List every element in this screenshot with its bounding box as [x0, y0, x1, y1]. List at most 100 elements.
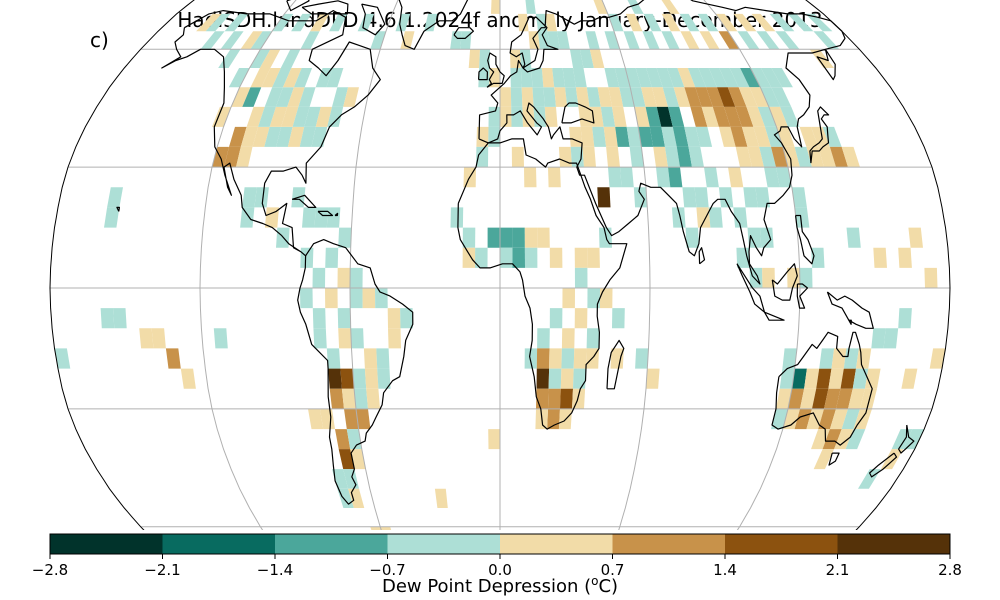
anomaly-cell: [760, 68, 783, 88]
anomaly-cell: [326, 68, 344, 88]
anomaly-cell: [310, 13, 330, 32]
anomaly-cell: [764, 167, 780, 188]
anomaly-cell: [811, 126, 830, 147]
anomaly-cell: [573, 348, 587, 369]
anomaly-cell: [746, 106, 765, 127]
longitude-gridline: [349, 0, 399, 530]
anomaly-cell: [54, 348, 71, 369]
anomaly-cell: [532, 87, 545, 107]
anomaly-cell: [329, 13, 348, 32]
anomaly-cell: [561, 348, 575, 369]
coastline: [809, 106, 830, 164]
anomaly-cell: [712, 106, 731, 127]
anomaly-cell: [924, 267, 938, 288]
anomaly-cell: [775, 31, 800, 50]
anomaly-cell: [338, 227, 352, 248]
anomaly-cell: [811, 247, 825, 268]
anomaly-cell: [300, 31, 320, 50]
anomaly-cell: [276, 126, 293, 147]
anomaly-cell: [104, 207, 120, 228]
anomaly-cells: [54, 0, 946, 530]
anomaly-cell: [259, 49, 281, 68]
anomaly-cell: [520, 68, 533, 88]
anomaly-cell: [749, 87, 769, 107]
anomaly-cell: [635, 68, 652, 88]
anomaly-cell: [771, 87, 792, 107]
anomaly-cell: [350, 267, 363, 288]
anomaly-cell: [558, 146, 572, 168]
anomaly-cell: [641, 87, 657, 107]
anomaly-cell: [272, 68, 292, 88]
anomaly-cell: [544, 106, 558, 127]
anomaly-cell: [724, 106, 742, 127]
anomaly-cell: [560, 368, 574, 389]
anomaly-cell: [587, 247, 600, 268]
anomaly-cell: [791, 187, 807, 208]
anomaly-cell: [350, 449, 366, 470]
anomaly-cell: [328, 368, 342, 389]
anomaly-cell: [856, 348, 872, 369]
coastline: [291, 194, 317, 208]
anomaly-cell: [804, 368, 820, 389]
anomaly-cell: [250, 31, 273, 50]
anomaly-cell: [929, 348, 946, 369]
coastline: [317, 210, 334, 217]
coastline: [116, 206, 120, 212]
anomaly-cell: [750, 68, 772, 88]
anomaly-cell: [688, 146, 704, 168]
anomaly-cell: [756, 31, 780, 50]
anomaly-cell: [698, 68, 717, 88]
anomaly-cell: [575, 87, 590, 107]
anomaly-cell: [308, 408, 324, 430]
anomaly-cell: [901, 368, 918, 389]
anomaly-cell: [475, 247, 488, 268]
anomaly-cell: [468, 49, 480, 68]
anomaly-cell: [313, 328, 327, 349]
anomaly-cell: [848, 388, 865, 409]
anomaly-cell: [287, 87, 305, 107]
anomaly-cell: [299, 126, 316, 147]
anomaly-cell: [743, 187, 758, 208]
anomaly-cell: [261, 68, 281, 88]
anomaly-cell: [573, 68, 587, 88]
anomaly-cell: [354, 388, 368, 409]
anomaly-cell: [718, 187, 734, 208]
anomaly-cell: [579, 49, 594, 68]
anomaly-cell: [891, 429, 913, 450]
anomaly-cell: [462, 227, 476, 248]
anomaly-cell: [737, 31, 760, 50]
colorbar-swatch: [612, 534, 726, 554]
anomaly-cell: [630, 87, 646, 107]
anomaly-cell: [573, 368, 586, 389]
anomaly-cell: [272, 13, 294, 32]
anomaly-cell: [880, 449, 904, 470]
coastline: [698, 247, 706, 265]
anomaly-cell: [607, 13, 624, 32]
anomaly-cell: [522, 106, 535, 127]
anomaly-cell: [629, 146, 644, 168]
anomaly-cell: [547, 31, 560, 50]
anomaly-cell: [536, 388, 549, 409]
anomaly-cell: [549, 247, 563, 268]
anomaly-cell: [424, 13, 438, 32]
anomaly-cell: [536, 348, 550, 369]
anomaly-cell: [708, 207, 723, 228]
anomaly-cell: [776, 388, 792, 409]
anomaly-cell: [684, 126, 701, 147]
anomaly-cell: [258, 106, 276, 127]
anomaly-cell: [500, 247, 513, 268]
anomaly-cell: [587, 288, 600, 309]
anomaly-cell: [759, 146, 776, 168]
anomaly-cell: [293, 68, 313, 88]
anomaly-cell: [240, 126, 259, 147]
anomaly-cell: [646, 368, 660, 389]
anomaly-cell: [625, 13, 643, 32]
anomaly-cell: [677, 68, 696, 88]
anomaly-cell: [531, 68, 544, 88]
anomaly-cell: [478, 68, 490, 88]
anomaly-cell: [281, 106, 299, 127]
anomaly-cell: [708, 68, 728, 88]
anomaly-cell: [557, 31, 570, 50]
anomaly-cell: [264, 126, 282, 147]
anomaly-cell: [107, 187, 123, 208]
